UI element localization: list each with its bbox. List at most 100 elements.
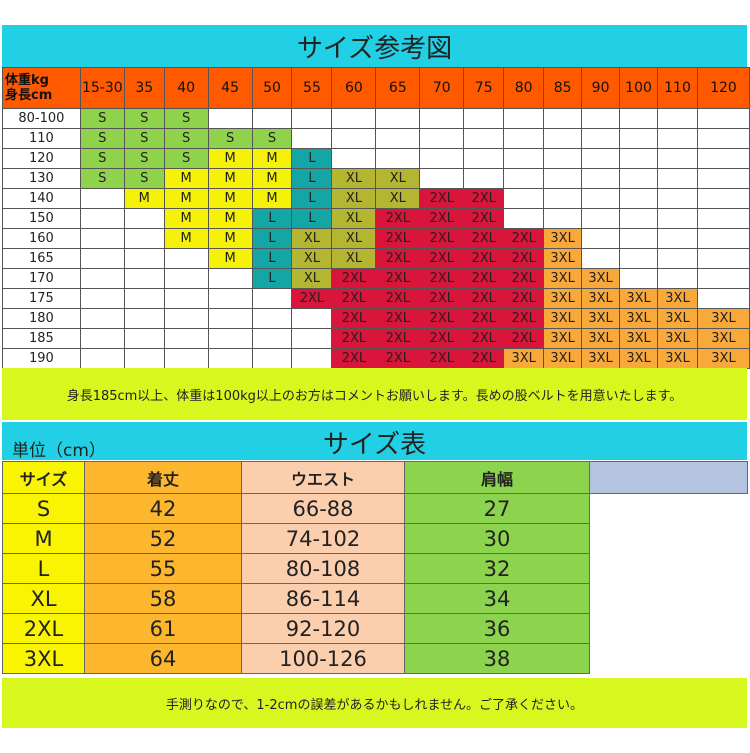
size-table-cell: 86-114 — [241, 583, 405, 614]
size-cell — [251, 328, 293, 349]
size-cell: 3XL — [696, 348, 750, 369]
chart-row: 165 M L XL XL 2XL 2XL 2XL 2XL 3XL — [2, 248, 750, 269]
size-cell — [251, 348, 293, 369]
size-cell — [619, 128, 659, 149]
size-cell — [123, 228, 165, 249]
height-cell: 185 — [2, 328, 81, 349]
size-table-row: 3XL 64 100-126 38 — [2, 643, 748, 674]
height-cell: 165 — [2, 248, 81, 269]
size-cell — [503, 208, 545, 229]
height-cell: 150 — [2, 208, 81, 229]
size-cell — [503, 108, 545, 129]
size-cell: 2XL — [331, 328, 377, 349]
size-cell: S — [207, 128, 253, 149]
size-cell: XL — [331, 228, 377, 249]
size-cell: 3XL — [657, 328, 698, 349]
size-cell — [375, 108, 421, 129]
size-cell: 2XL — [331, 348, 377, 369]
size-table-header-row: サイズ 着丈 ウエスト 肩幅 — [2, 461, 748, 494]
size-cell — [581, 248, 621, 269]
weight-header: 75 — [463, 67, 505, 109]
size-table-row: M 52 74-102 30 — [2, 523, 748, 554]
size-table-cell: 74-102 — [241, 523, 405, 554]
size-cell — [163, 348, 209, 369]
size-cell — [163, 288, 209, 309]
size-cell: S — [123, 148, 165, 169]
size-cell — [657, 208, 698, 229]
size-cell — [207, 328, 253, 349]
size-cell — [79, 348, 125, 369]
weight-header: 110 — [657, 67, 698, 109]
chart-row: 110 S S S S S — [2, 128, 750, 149]
note-large-size: 身長185cm以上、体重は100kg以上のお方はコメントお願いします。長めの股ベ… — [2, 368, 747, 420]
weight-header: 15-30 — [79, 67, 125, 109]
size-cell — [581, 168, 621, 189]
height-cell: 160 — [2, 228, 81, 249]
weight-label: 体重kg — [5, 73, 49, 88]
size-cell — [503, 168, 545, 189]
chart-row: 175 2XL 2XL 2XL 2XL 2XL 2XL 3XL 3XL 3XL 3XL — [2, 288, 750, 309]
size-table-cell: 52 — [84, 523, 242, 554]
size-cell — [463, 148, 505, 169]
height-label: 身長cm — [5, 88, 53, 103]
size-cell: 2XL — [503, 328, 545, 349]
size-cell — [503, 188, 545, 209]
size-cell — [696, 128, 750, 149]
size-cell: XL — [291, 228, 333, 249]
size-cell — [79, 188, 125, 209]
size-cell: L — [291, 208, 333, 229]
size-cell — [123, 328, 165, 349]
size-cell — [657, 168, 698, 189]
size-cell: 3XL — [543, 248, 583, 269]
size-cell: 2XL — [375, 328, 421, 349]
size-cell: S — [251, 128, 293, 149]
size-cell — [581, 188, 621, 209]
size-cell — [581, 128, 621, 149]
weight-header: 70 — [419, 67, 465, 109]
size-cell: 2XL — [419, 308, 465, 329]
size-cell: L — [291, 188, 333, 209]
size-cell — [207, 268, 253, 289]
size-cell — [657, 268, 698, 289]
size-cell — [543, 188, 583, 209]
size-cell: 3XL — [543, 328, 583, 349]
size-cell: M — [207, 188, 253, 209]
size-cell: 2XL — [331, 308, 377, 329]
size-cell: 2XL — [503, 288, 545, 309]
size-table-cell: 3XL — [2, 643, 85, 674]
weight-header: 45 — [207, 67, 253, 109]
size-table-cell: 38 — [404, 643, 590, 674]
height-cell: 110 — [2, 128, 81, 149]
size-cell: 3XL — [657, 348, 698, 369]
size-table-cell: 36 — [404, 613, 590, 644]
size-cell: 3XL — [619, 308, 659, 329]
size-cell — [619, 108, 659, 129]
size-table-cell: 64 — [84, 643, 242, 674]
size-cell — [123, 288, 165, 309]
size-cell: M — [251, 148, 293, 169]
size-cell — [79, 268, 125, 289]
size-cell — [291, 128, 333, 149]
size-cell — [79, 248, 125, 269]
weight-header-row: 体重kg 身長cm 15-30 35 40 45 50 55 60 65 70 75 80 85 90 1… — [2, 67, 750, 109]
size-cell: L — [251, 228, 293, 249]
size-cell: M — [251, 168, 293, 189]
chart-title-band: サイズ参考図 — [2, 25, 747, 67]
size-cell — [163, 268, 209, 289]
size-cell — [375, 128, 421, 149]
size-cell: L — [251, 268, 293, 289]
size-cell: S — [123, 168, 165, 189]
size-cell — [331, 128, 377, 149]
chart-row: 150 M M L L XL 2XL 2XL 2XL — [2, 208, 750, 229]
size-cell: S — [123, 128, 165, 149]
size-cell — [696, 268, 750, 289]
size-table-row: L 55 80-108 32 — [2, 553, 748, 584]
size-cell — [619, 248, 659, 269]
weight-header: 90 — [581, 67, 621, 109]
weight-header: 65 — [375, 67, 421, 109]
size-cell: M — [207, 208, 253, 229]
size-cell: XL — [331, 168, 377, 189]
size-cell: 2XL — [463, 248, 505, 269]
size-cell — [543, 208, 583, 229]
size-cell — [696, 148, 750, 169]
